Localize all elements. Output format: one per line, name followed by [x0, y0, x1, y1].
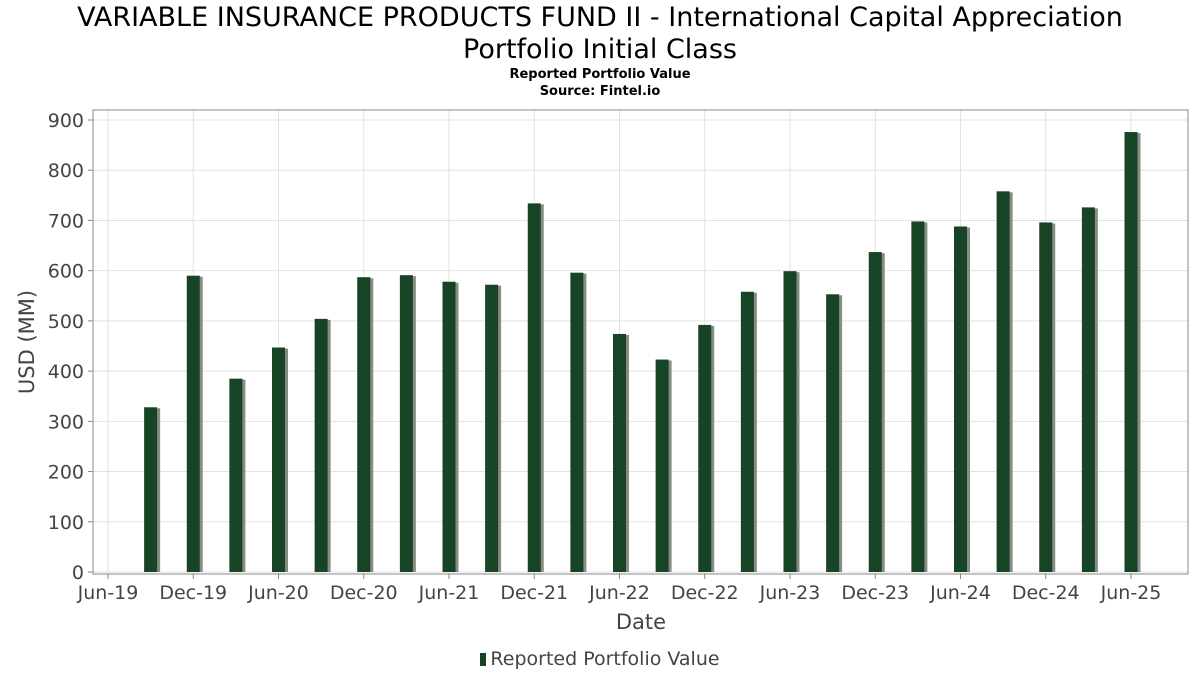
y-tick-label: 600	[48, 261, 84, 283]
x-tick-label: Dec-22	[671, 582, 739, 604]
bars	[144, 132, 1141, 573]
x-tick-label: Jun-25	[1100, 582, 1162, 604]
legend-label: Reported Portfolio Value	[490, 648, 720, 670]
chart-source: Source: Fintel.io	[539, 84, 661, 99]
bar	[655, 359, 669, 572]
chart-title-line-1: VARIABLE INSURANCE PRODUCTS FUND II - In…	[77, 2, 1123, 33]
bar	[996, 191, 1010, 572]
x-tick-label: Dec-19	[159, 582, 227, 604]
x-tick-label: Dec-21	[500, 582, 568, 604]
bar	[613, 333, 626, 572]
x-axis-label: Date	[616, 610, 666, 634]
bar	[868, 252, 882, 572]
y-axis-label: USD (MM)	[15, 290, 39, 394]
x-tick-label: Dec-20	[330, 582, 398, 604]
bar	[1124, 132, 1138, 572]
x-tick-label: Jun-22	[588, 582, 650, 604]
bar	[272, 347, 285, 572]
y-tick-label: 900	[48, 110, 84, 132]
bar	[1081, 207, 1095, 573]
bar	[485, 284, 499, 572]
bar	[911, 221, 925, 572]
y-tick-label: 500	[48, 311, 84, 333]
x-tick-label: Dec-23	[841, 582, 909, 604]
legend-swatch	[480, 653, 487, 666]
x-tick-label: Jun-19	[77, 582, 139, 604]
bar	[783, 271, 797, 572]
bar	[527, 203, 541, 572]
bar	[954, 226, 967, 572]
x-tick-label: Jun-21	[418, 582, 480, 604]
bar	[442, 281, 456, 572]
x-tick-label: Dec-24	[1012, 582, 1080, 604]
bar	[826, 294, 840, 572]
x-tick-label: Jun-20	[247, 582, 309, 604]
bar	[229, 378, 243, 572]
bar	[1039, 222, 1053, 572]
axes: 0 100 200 300 400 500 600 700 800 900 Jun-19 Dec-19…	[48, 110, 1162, 604]
chart-title-line-2: Portfolio Initial Class	[463, 34, 737, 65]
plot-frame	[92, 109, 1189, 575]
bar	[186, 275, 200, 572]
bar	[570, 272, 584, 572]
y-tick-label: 400	[48, 361, 84, 383]
y-tick-label: 100	[48, 512, 84, 534]
x-tick-label: Jun-24	[929, 582, 991, 604]
bar	[314, 318, 328, 572]
bar	[357, 277, 371, 572]
y-tick-label: 200	[48, 462, 84, 484]
bar	[698, 324, 712, 572]
x-tick-label: Jun-23	[759, 582, 821, 604]
chart-subtitle: Reported Portfolio Value	[509, 67, 691, 82]
grid	[93, 110, 1188, 574]
y-tick-label: 0	[72, 562, 84, 584]
y-tick-label: 800	[48, 160, 84, 182]
bar	[399, 275, 413, 572]
legend: Reported Portfolio Value	[0, 648, 1200, 670]
bar	[740, 291, 754, 572]
bar	[144, 407, 158, 572]
y-tick-label: 700	[48, 210, 84, 232]
y-tick-label: 300	[48, 411, 84, 433]
